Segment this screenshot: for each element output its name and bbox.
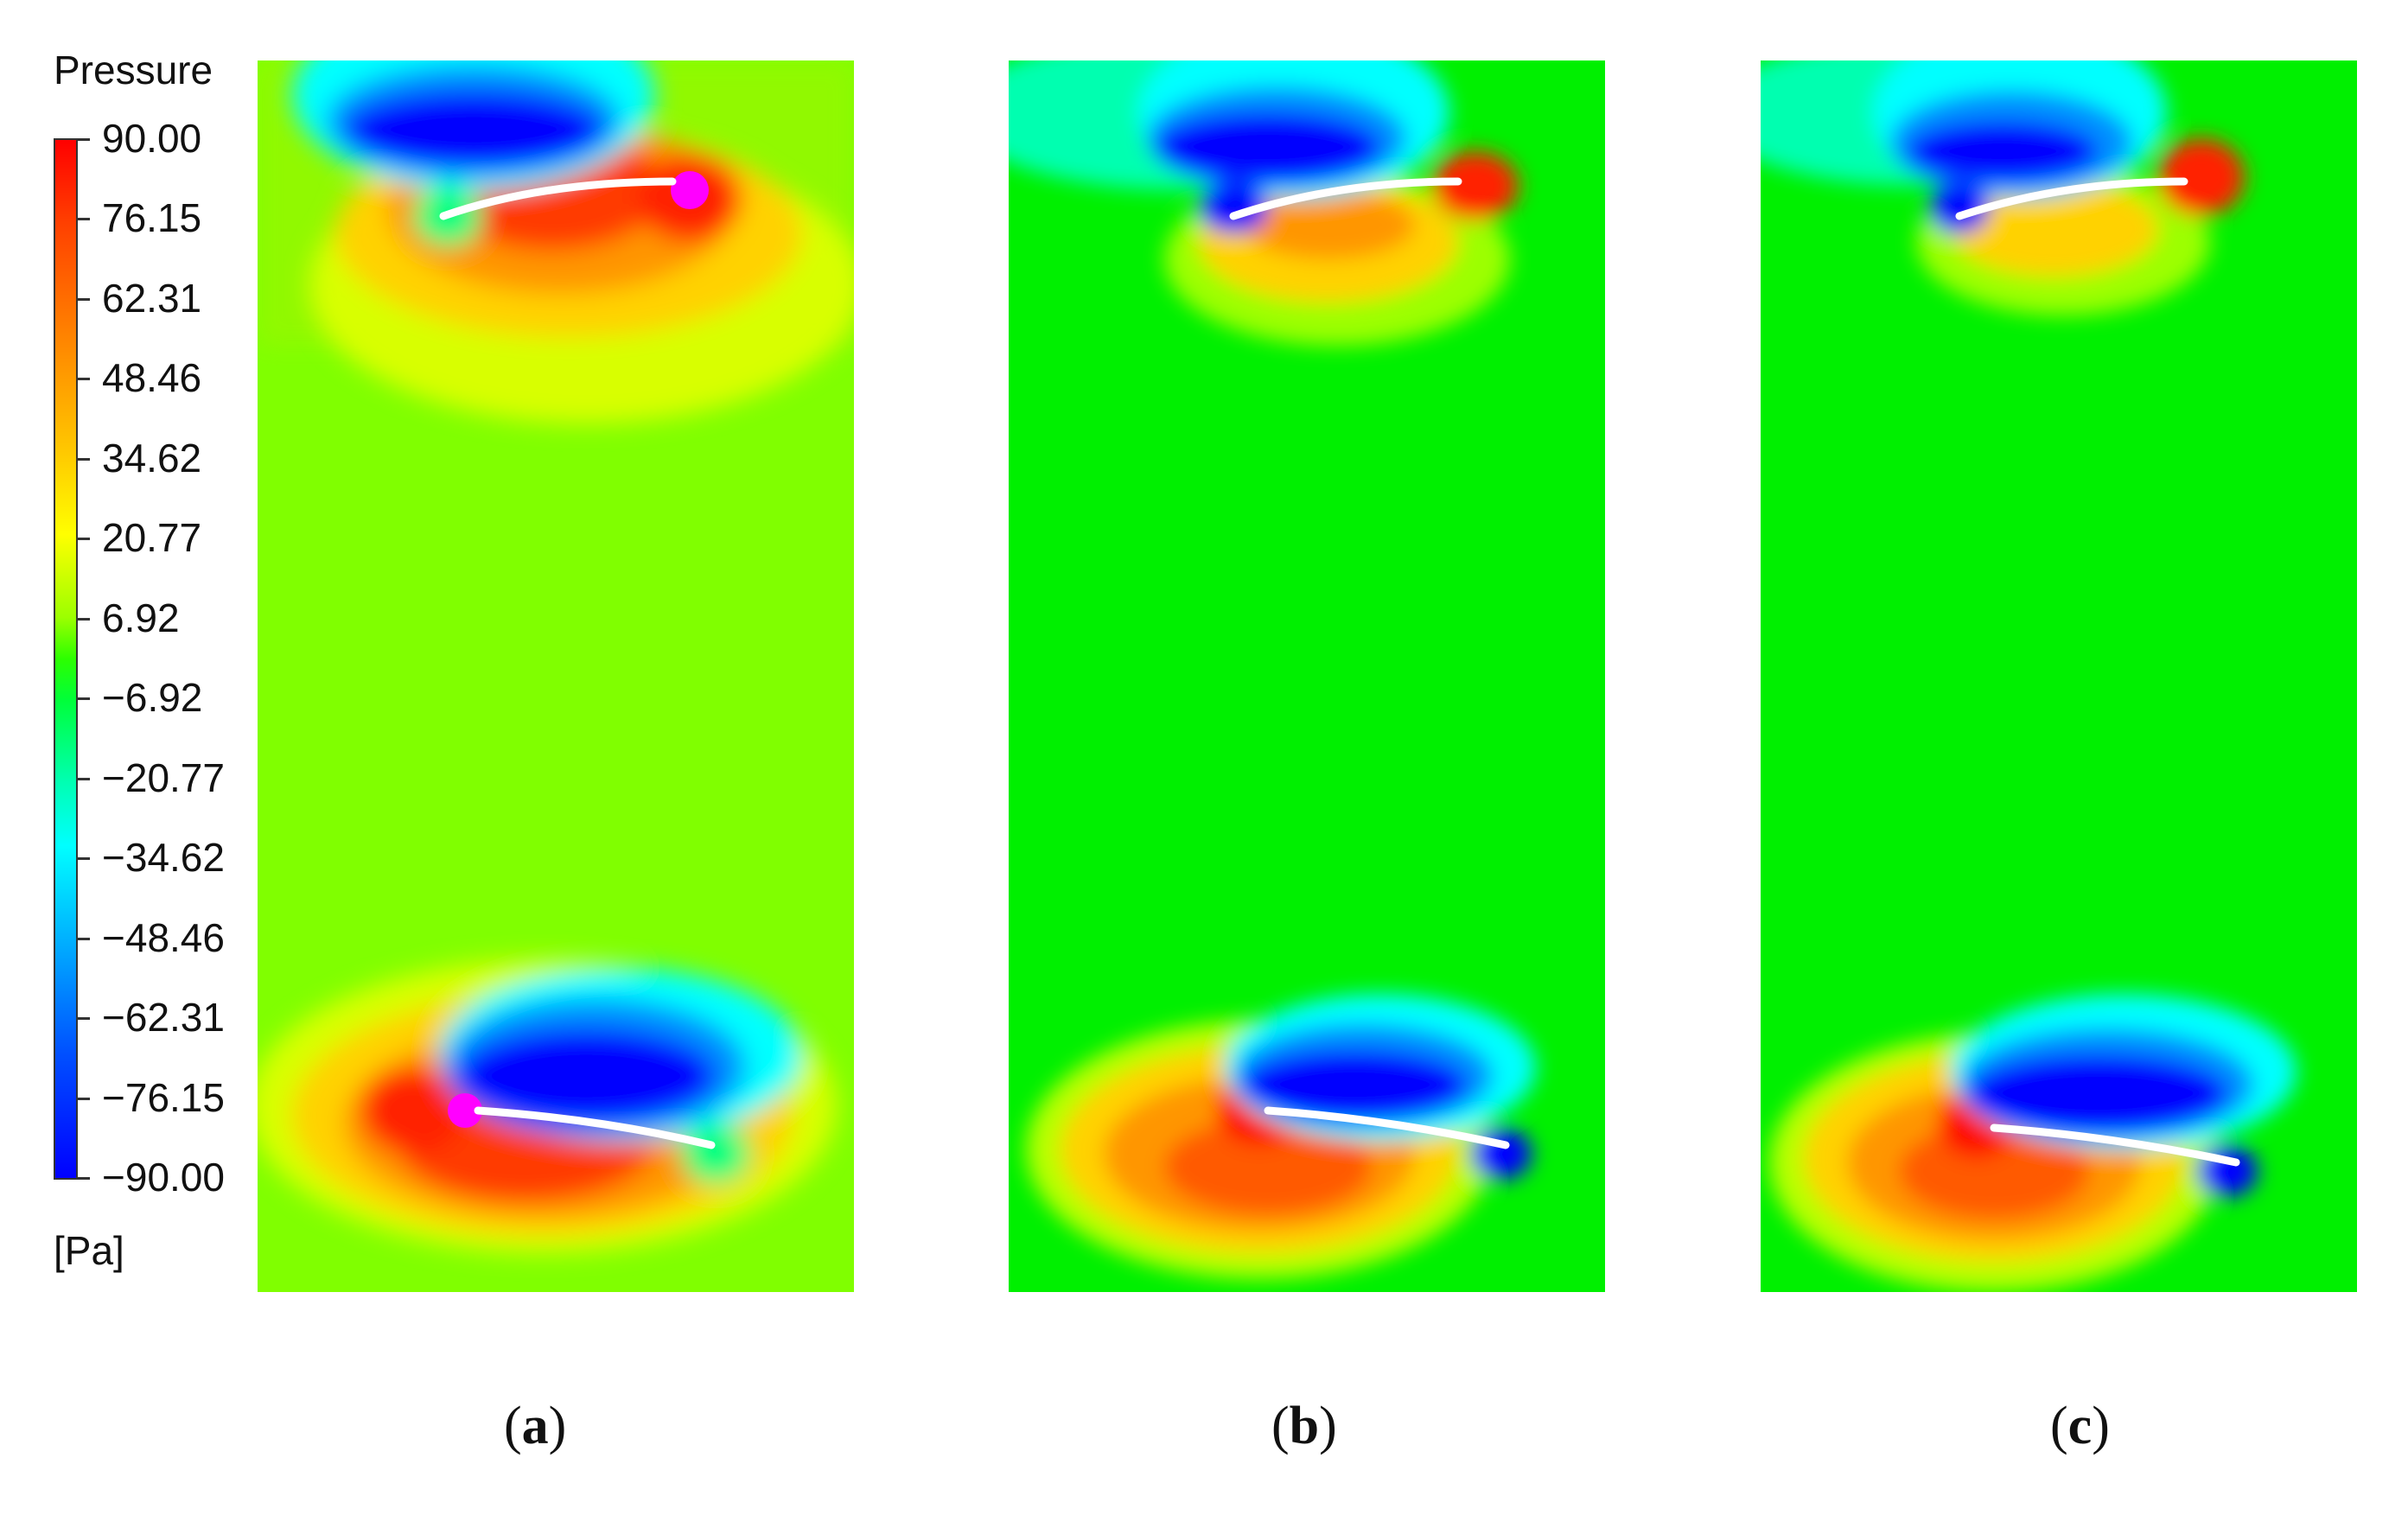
colorbar-tick-mark — [78, 218, 90, 221]
panel-c — [1761, 60, 2357, 1292]
panel-b-top-blade — [1229, 177, 1462, 220]
colorbar-tick-mark — [78, 857, 90, 861]
colorbar-tick-label: 76.15 — [102, 195, 202, 241]
colorbar-tick-mark — [78, 1177, 90, 1180]
panel-a — [258, 60, 854, 1292]
colorbar-tick-label: −62.31 — [102, 995, 225, 1041]
colorbar-tick-label: 48.46 — [102, 355, 202, 401]
panel-c-bottom-field — [1769, 994, 2297, 1292]
panel-b-top-field — [1009, 60, 1519, 346]
colorbar-tick-label: −48.46 — [102, 914, 225, 960]
colorbar-unit: [Pa] — [54, 1228, 124, 1273]
panel-a-bottom-blade — [474, 1106, 716, 1149]
colorbar-gradient — [54, 138, 78, 1180]
colorbar-tick-label: −20.77 — [102, 754, 225, 800]
colorbar-tick-mark — [78, 617, 90, 621]
panel-b — [1009, 60, 1605, 1292]
colorbar-tick-label: −6.92 — [102, 675, 203, 721]
colorbar-tick-mark — [78, 697, 90, 701]
colorbar-title: Pressure — [54, 48, 213, 92]
colorbar-tick-mark — [78, 297, 90, 301]
panel-c-bottom-blade — [1990, 1124, 2240, 1167]
panel-a-bottom-hotspot — [448, 1093, 482, 1128]
colorbar-tick-mark — [78, 378, 90, 381]
colorbar-tick-mark — [78, 777, 90, 780]
panel-a-top-blade — [439, 177, 677, 220]
colorbar-tick-mark — [78, 538, 90, 541]
panel-a-bottom-field — [258, 959, 837, 1253]
colorbar-tick-mark — [78, 937, 90, 940]
panel-a-top-hotspot — [671, 171, 709, 209]
colorbar-tick-label: −90.00 — [102, 1155, 225, 1200]
colorbar-tick-label: 6.92 — [102, 595, 180, 640]
panel-c-top-blade — [1955, 177, 2188, 220]
colorbar-tick-label: 90.00 — [102, 116, 202, 161]
colorbar-tick-mark — [78, 457, 90, 461]
panel-b-label: (b) — [1271, 1397, 1337, 1455]
colorbar-tick-label: 20.77 — [102, 515, 202, 561]
colorbar-tick-label: 62.31 — [102, 275, 202, 321]
colorbar-tick-mark — [78, 1097, 90, 1100]
colorbar-tick-label: 34.62 — [102, 435, 202, 481]
panel-b-bottom-field — [1026, 994, 1536, 1279]
colorbar-tick-mark — [78, 138, 90, 141]
colorbar-tick-label: −76.15 — [102, 1074, 225, 1120]
colorbar-tick-label: −34.62 — [102, 835, 225, 881]
panel-a-label: (a) — [504, 1397, 567, 1455]
panel-c-label: (c) — [2050, 1397, 2110, 1455]
panel-b-bottom-blade — [1264, 1106, 1510, 1149]
colorbar-tick-mark — [78, 1017, 90, 1021]
